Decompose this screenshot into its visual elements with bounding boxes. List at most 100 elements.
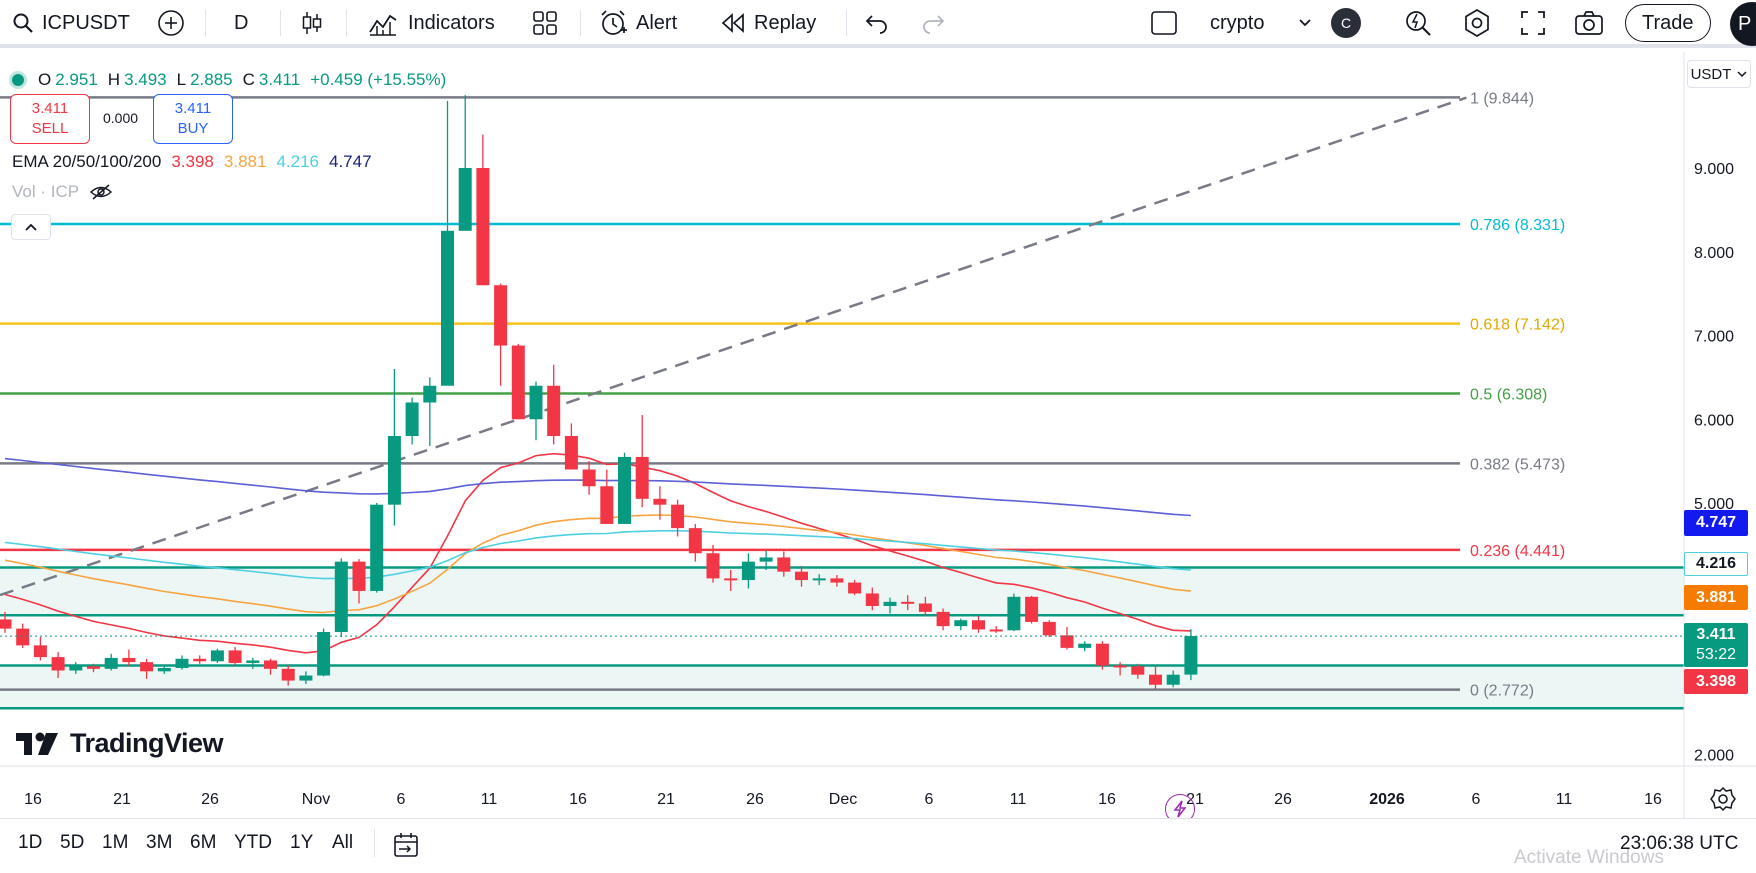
candle[interactable] xyxy=(122,649,136,667)
candle[interactable] xyxy=(989,626,1003,633)
volume-legend[interactable]: Vol · ICP xyxy=(12,182,113,202)
candle[interactable] xyxy=(51,652,65,679)
candle[interactable] xyxy=(1131,663,1145,679)
candle[interactable] xyxy=(972,616,985,633)
timeframe-5d[interactable]: 5D xyxy=(60,832,85,853)
candle[interactable] xyxy=(671,499,685,537)
timeframe-ytd[interactable]: YTD xyxy=(234,832,272,853)
layout-dropdown[interactable] xyxy=(1298,0,1312,46)
settings-button[interactable] xyxy=(1462,0,1492,46)
candle[interactable] xyxy=(741,553,755,589)
candle[interactable] xyxy=(87,663,100,673)
candle[interactable] xyxy=(1007,593,1021,632)
candle[interactable] xyxy=(370,503,384,593)
layout-toggle[interactable] xyxy=(1150,0,1178,46)
alert-button[interactable]: Alert xyxy=(598,0,677,46)
timeframe-all[interactable]: All xyxy=(332,832,354,853)
candle[interactable] xyxy=(69,662,83,674)
candle[interactable] xyxy=(918,596,932,617)
candle[interactable] xyxy=(759,550,773,570)
candle[interactable] xyxy=(423,377,437,447)
templates-button[interactable] xyxy=(532,0,558,46)
timeframe-1m[interactable]: 1M xyxy=(102,832,129,853)
candle[interactable] xyxy=(600,469,614,524)
price-chart[interactable]: 1 (9.844) 0.786 (8.331) 0.618 (7.142) 0.5 (… xyxy=(0,52,1756,818)
candle[interactable] xyxy=(387,369,401,526)
candle[interactable] xyxy=(1095,641,1109,670)
candle[interactable] xyxy=(511,343,525,420)
candle[interactable] xyxy=(547,364,561,445)
candle[interactable] xyxy=(706,544,720,583)
candle[interactable] xyxy=(193,655,207,664)
candle[interactable] xyxy=(1042,620,1056,637)
candle[interactable] xyxy=(1060,626,1074,650)
candle[interactable] xyxy=(618,452,631,524)
candle[interactable] xyxy=(157,665,171,674)
currency-selector[interactable]: USDT xyxy=(1687,60,1751,88)
chart-type-button[interactable] xyxy=(300,0,324,46)
candle[interactable] xyxy=(724,570,738,591)
timeframe-1d[interactable]: 1D xyxy=(18,832,43,853)
candle[interactable] xyxy=(334,558,348,637)
candle[interactable] xyxy=(635,415,649,508)
tradingview-logo[interactable]: TradingView xyxy=(16,728,224,759)
candle[interactable] xyxy=(317,628,331,677)
candle[interactable] xyxy=(210,648,224,663)
candle[interactable] xyxy=(16,623,30,648)
chart-area[interactable]: 1 (9.844) 0.786 (8.331) 0.618 (7.142) 0.5 (… xyxy=(0,52,1756,824)
candle[interactable] xyxy=(246,657,260,669)
candle[interactable] xyxy=(529,381,543,441)
candle[interactable] xyxy=(299,671,313,684)
fullscreen-button[interactable] xyxy=(1520,0,1546,46)
utc-clock[interactable]: 23:06:38 UTC xyxy=(1620,833,1739,854)
candle[interactable] xyxy=(777,551,791,577)
undo-button[interactable] xyxy=(864,0,890,46)
candle[interactable] xyxy=(848,580,862,596)
trade-button[interactable]: Trade xyxy=(1625,4,1711,42)
candle[interactable] xyxy=(1184,629,1198,681)
candle[interactable] xyxy=(458,95,472,231)
candle[interactable] xyxy=(476,134,490,286)
date-range-icon[interactable] xyxy=(392,831,420,859)
candle[interactable] xyxy=(688,523,702,562)
indicators-button[interactable]: Indicators xyxy=(368,0,495,46)
candle[interactable] xyxy=(564,423,578,470)
candle[interactable] xyxy=(494,283,508,386)
candle[interactable] xyxy=(0,611,12,633)
candle[interactable] xyxy=(1149,666,1162,689)
buy-button[interactable]: 3.411 BUY xyxy=(153,94,233,144)
timeframe-3m[interactable]: 3M xyxy=(146,832,173,853)
axis-settings-icon[interactable] xyxy=(1710,786,1736,812)
candle[interactable] xyxy=(441,101,454,386)
ema-legend[interactable]: EMA 20/50/100/200 3.398 3.881 4.216 4.74… xyxy=(12,152,372,172)
timeframe-6m[interactable]: 6M xyxy=(190,832,217,853)
candle[interactable] xyxy=(653,486,667,520)
candle[interactable] xyxy=(140,658,154,679)
candle[interactable] xyxy=(865,587,879,611)
candle[interactable] xyxy=(405,397,419,445)
interval-button[interactable]: D xyxy=(234,11,249,34)
fib-trend-line[interactable] xyxy=(0,96,1467,597)
candle[interactable] xyxy=(812,574,826,586)
candle[interactable] xyxy=(883,597,897,614)
snapshot-button[interactable] xyxy=(1574,0,1604,46)
candle[interactable] xyxy=(1166,670,1180,688)
candle[interactable] xyxy=(1113,662,1127,676)
eye-hidden-icon[interactable] xyxy=(89,183,113,201)
redo-button[interactable] xyxy=(920,0,946,46)
layout-name[interactable]: crypto xyxy=(1210,11,1265,34)
candle[interactable] xyxy=(228,647,242,666)
candle[interactable] xyxy=(33,637,47,661)
candle[interactable] xyxy=(830,575,844,587)
replay-button[interactable]: Replay xyxy=(720,0,816,46)
symbol-search[interactable]: ICPUSDT xyxy=(12,0,130,46)
candle[interactable] xyxy=(352,559,366,604)
candle[interactable] xyxy=(1025,595,1039,624)
sell-button[interactable]: 3.411 SELL xyxy=(10,94,90,144)
profile-avatar[interactable]: P xyxy=(1730,2,1756,46)
candle[interactable] xyxy=(954,618,968,631)
candle[interactable] xyxy=(582,461,596,495)
candle[interactable] xyxy=(264,658,277,675)
candle[interactable] xyxy=(936,608,950,631)
layout-avatar[interactable]: C xyxy=(1331,8,1361,38)
